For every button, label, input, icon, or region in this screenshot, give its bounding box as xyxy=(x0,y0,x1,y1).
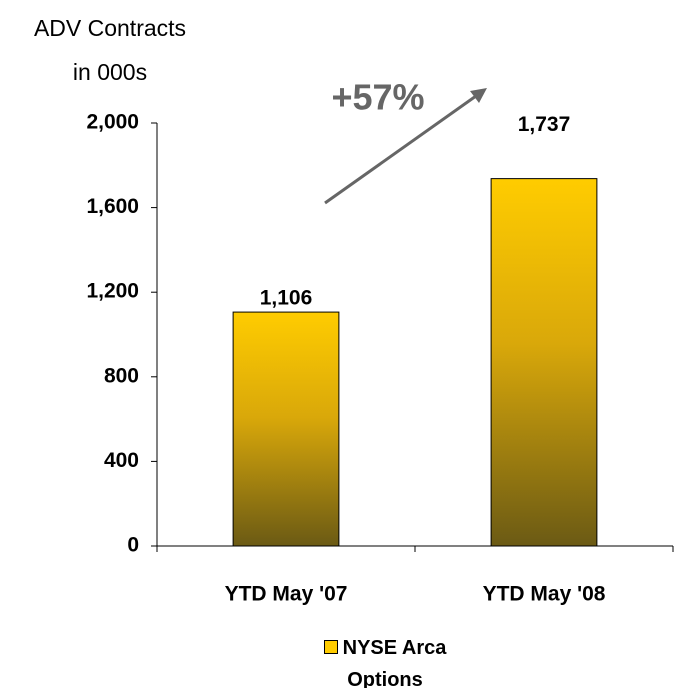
legend: NYSE Arca Options xyxy=(305,632,465,688)
value-label: 1,106 xyxy=(260,287,313,310)
y-tick-label: 1,200 xyxy=(86,280,139,303)
legend-swatch xyxy=(323,640,338,654)
value-label: 1,737 xyxy=(518,113,571,136)
y-axis-label: ADV Contracts xyxy=(34,15,186,41)
legend-label: NYSE Arca Options xyxy=(342,637,447,688)
arrow xyxy=(324,94,477,205)
y-tick-label: 2,000 xyxy=(86,111,139,134)
y-tick-label: 800 xyxy=(104,364,139,387)
y-axis-label: in 000s xyxy=(73,59,147,85)
arrow-head xyxy=(470,88,487,103)
y-tick-label: 400 xyxy=(104,449,139,472)
bar xyxy=(490,178,598,547)
bar xyxy=(232,311,340,547)
y-tick-label: 0 xyxy=(127,534,139,557)
x-tick-label: YTD May '07 xyxy=(225,583,348,606)
x-tick-label: YTD May '08 xyxy=(483,583,606,606)
y-tick-label: 1,600 xyxy=(86,195,139,218)
annotation: +57% xyxy=(331,77,424,118)
